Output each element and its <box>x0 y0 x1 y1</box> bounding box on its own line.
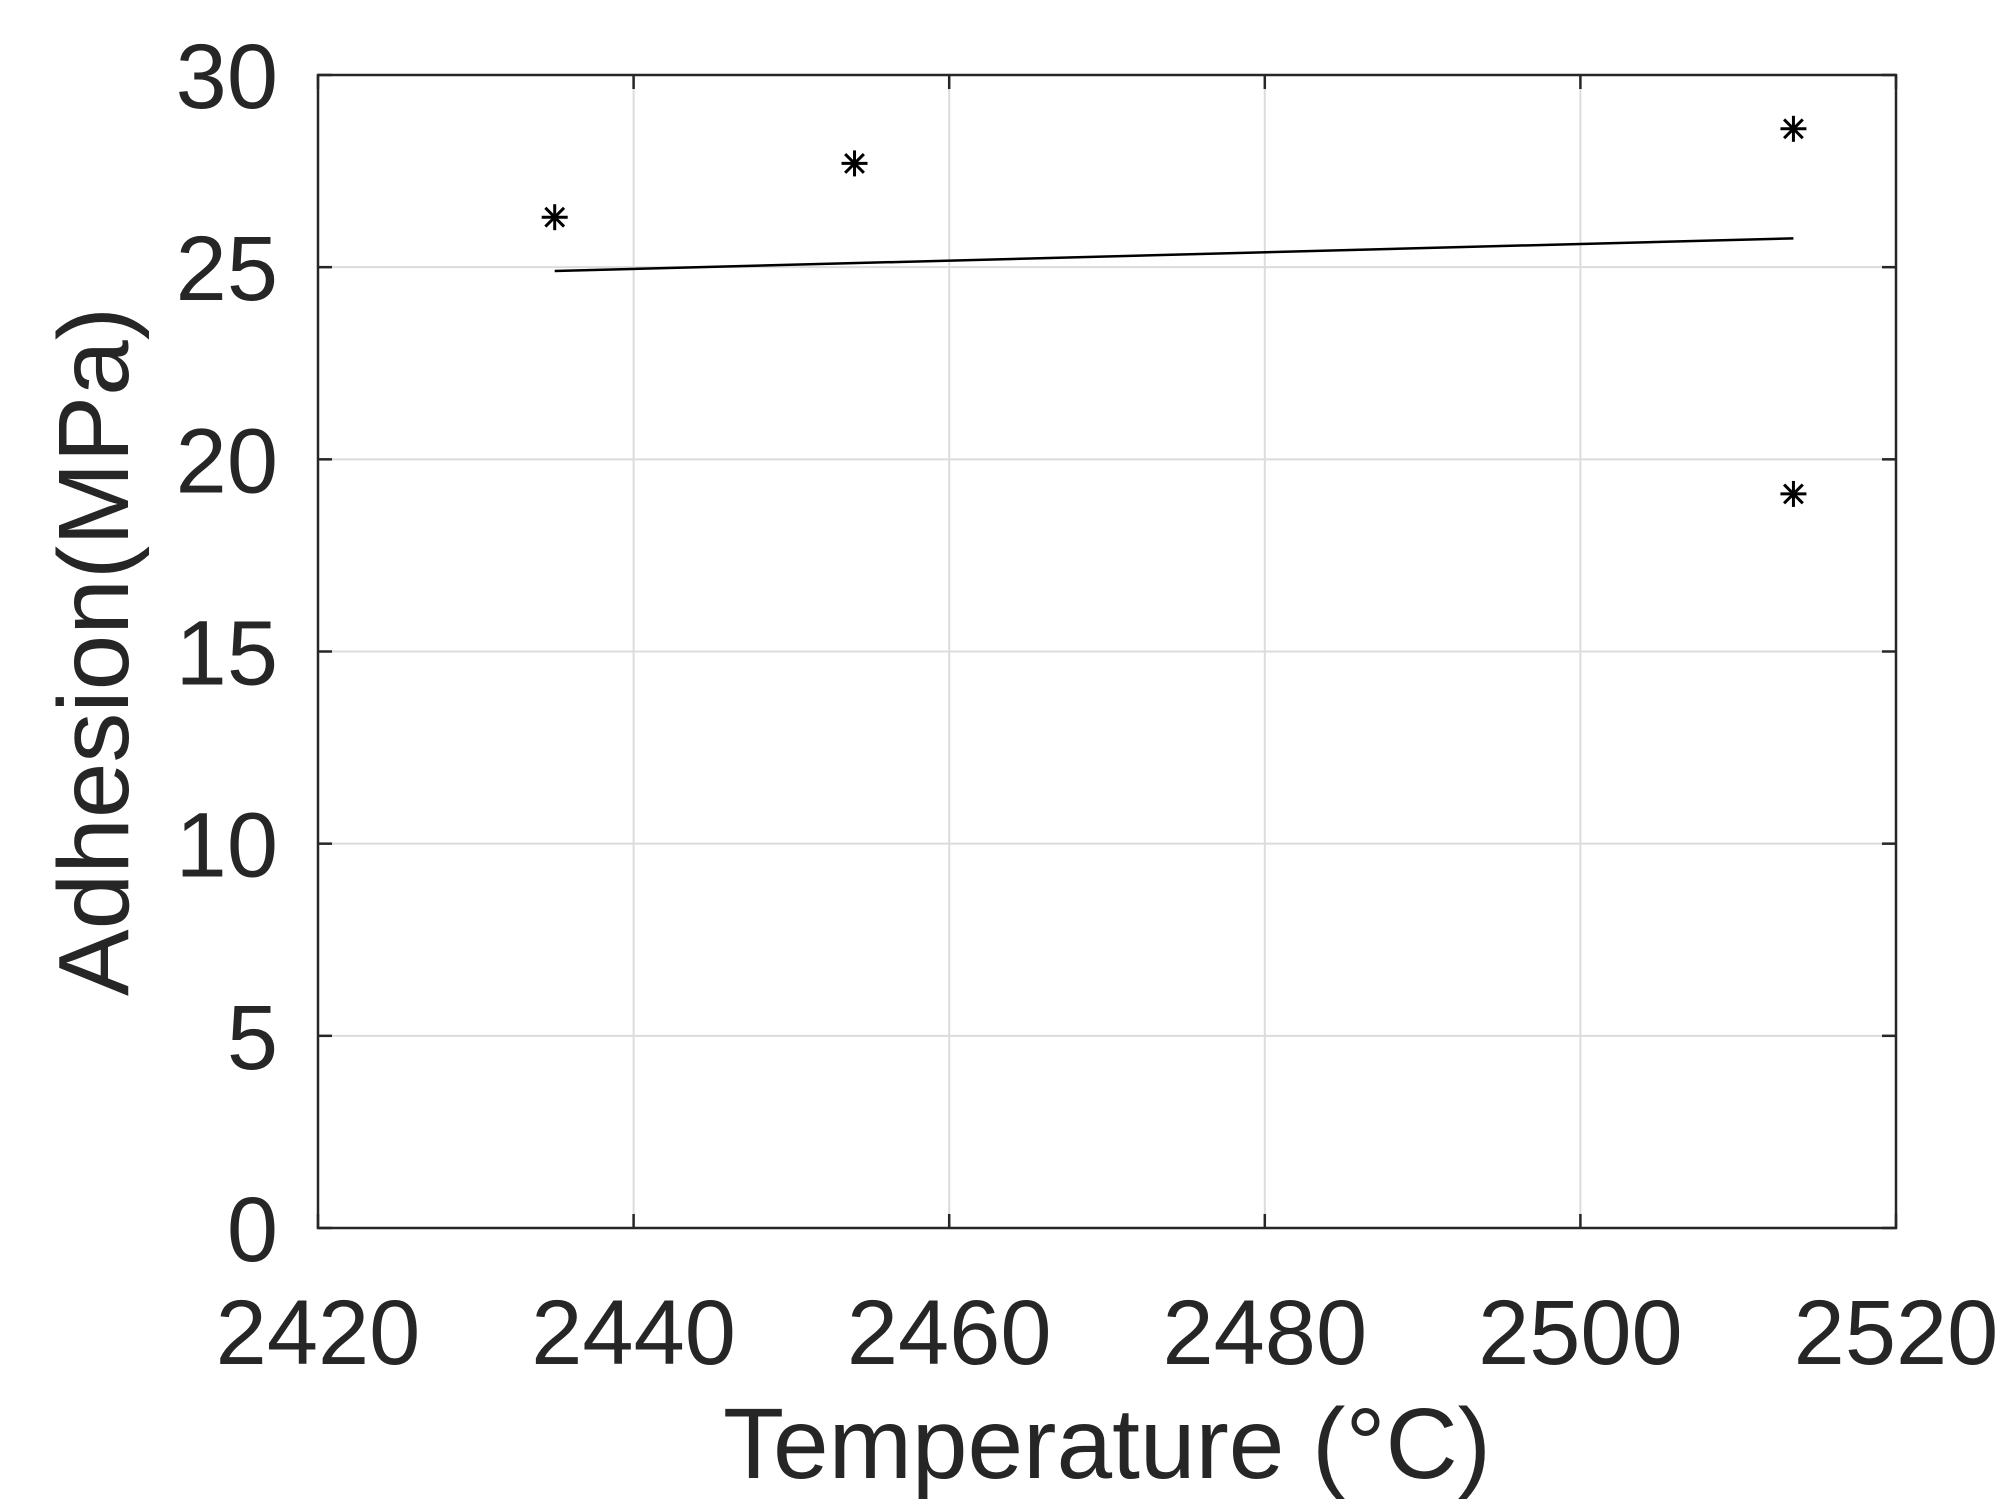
x-tick-label: 2500 <box>1478 1282 1683 1384</box>
x-tick-label: 2440 <box>531 1282 736 1384</box>
y-tick-label: 5 <box>227 987 278 1089</box>
y-tick-label: 25 <box>176 218 278 320</box>
data-point-asterisk <box>1780 115 1807 142</box>
y-tick-label: 20 <box>176 410 278 512</box>
ticks: 2420 2440 2460 2480 2500 2520 0 5 10 15 20 25 30 <box>176 26 1999 1384</box>
x-axis-label: Temperature (°C) <box>723 1388 1491 1500</box>
data-point-asterisk <box>841 150 868 177</box>
y-tick-label: 0 <box>227 1179 278 1281</box>
data-point-asterisk <box>541 204 568 231</box>
x-tick-label: 2480 <box>1162 1282 1367 1384</box>
data-point-asterisk <box>1780 480 1807 507</box>
y-tick-label: 30 <box>176 26 278 128</box>
data-layer <box>541 115 1807 507</box>
y-tick-label: 10 <box>176 795 278 897</box>
y-tick-label: 15 <box>176 603 278 705</box>
x-tick-label: 2420 <box>216 1282 421 1384</box>
trend-line <box>554 237 1794 273</box>
x-tick-label: 2520 <box>1794 1282 1999 1384</box>
y-axis-label: Adhesion(MPa) <box>38 307 150 996</box>
x-tick-label: 2460 <box>847 1282 1052 1384</box>
grid <box>317 74 1897 1229</box>
